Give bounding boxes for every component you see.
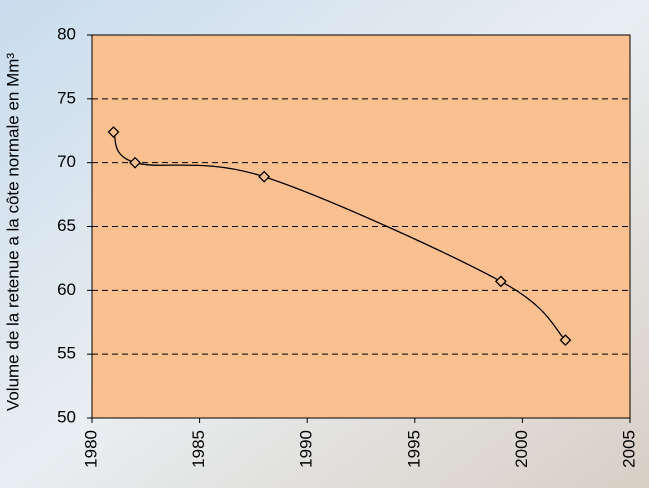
- y-tick-label: 80: [57, 24, 76, 43]
- marker: [129, 156, 141, 169]
- x-tick-label: 2000: [512, 430, 531, 468]
- y-tick-label: 50: [57, 407, 76, 426]
- x-tick-label: 1980: [81, 430, 100, 468]
- y-axis-label: Volume de la retenue a la côte normale e…: [3, 53, 22, 411]
- y-tick-label: 60: [57, 280, 76, 299]
- y-tick-label: 75: [57, 88, 76, 107]
- y-tick-label: 55: [57, 344, 76, 363]
- x-tick-label: 1990: [297, 430, 316, 468]
- marker: [559, 334, 572, 347]
- plot-area: 50 55 60 65 70 75 80 1980 1985 1990 1995 2000 2005: [57, 24, 638, 467]
- x-tick-label: 2005: [619, 430, 638, 468]
- marker: [258, 170, 271, 183]
- y-tick-label: 65: [57, 216, 76, 235]
- marker: [107, 126, 120, 138]
- y-tick-label: 70: [57, 152, 76, 171]
- x-tick-label: 1985: [189, 430, 208, 468]
- plot-border: [91, 34, 631, 419]
- x-tick-label: 1995: [404, 430, 423, 468]
- plot-background: [92, 35, 630, 418]
- marker: [494, 275, 507, 288]
